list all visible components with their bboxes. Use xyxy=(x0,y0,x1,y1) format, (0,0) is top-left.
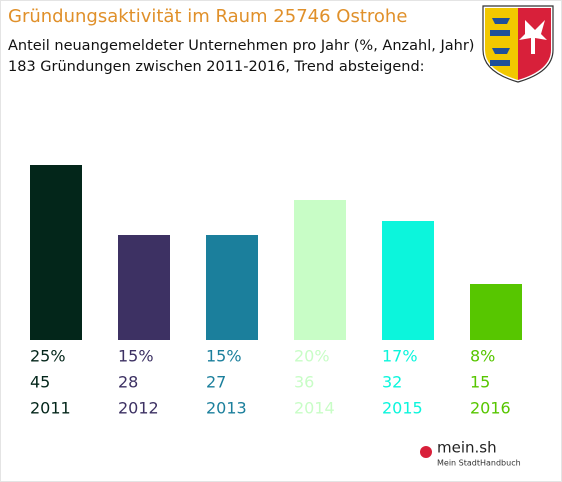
subtitle: 183 Gründungen zwischen 2011-2016, Trend… xyxy=(8,59,425,75)
chart-title: Gründungsaktivität im Raum 25746 Ostrohe xyxy=(8,6,407,27)
value-label: 20% xyxy=(294,347,330,366)
value-label: 17% xyxy=(382,347,418,366)
x-tick-label: 2011 xyxy=(30,399,71,418)
x-tick-label: 2015 xyxy=(382,399,423,418)
logo-tagline: Mein StadtHandbuch xyxy=(437,459,521,468)
subtitle: Anteil neuangemeldeter Unternehmen pro J… xyxy=(8,38,474,54)
count-label: 32 xyxy=(382,373,402,392)
bar xyxy=(30,165,82,340)
bar xyxy=(118,235,170,340)
logo-box xyxy=(420,432,520,470)
count-label: 28 xyxy=(118,373,138,392)
bar xyxy=(382,221,434,340)
bar xyxy=(470,284,522,340)
value-label: 15% xyxy=(206,347,242,366)
logo-name: mein.sh xyxy=(437,439,497,457)
logo: mein.sh Mein StadtHandbuch xyxy=(420,432,521,470)
value-label: 8% xyxy=(470,347,495,366)
count-label: 27 xyxy=(206,373,226,392)
bar xyxy=(294,200,346,340)
bar xyxy=(206,235,258,340)
x-tick-label: 2016 xyxy=(470,399,511,418)
value-label: 25% xyxy=(30,347,66,366)
value-label: 15% xyxy=(118,347,154,366)
logo-icon xyxy=(420,446,432,458)
count-label: 36 xyxy=(294,373,314,392)
x-tick-label: 2012 xyxy=(118,399,159,418)
x-tick-label: 2013 xyxy=(206,399,247,418)
x-tick-label: 2014 xyxy=(294,399,335,418)
count-label: 15 xyxy=(470,373,490,392)
coat-of-arms xyxy=(482,5,554,83)
count-label: 45 xyxy=(30,373,50,392)
